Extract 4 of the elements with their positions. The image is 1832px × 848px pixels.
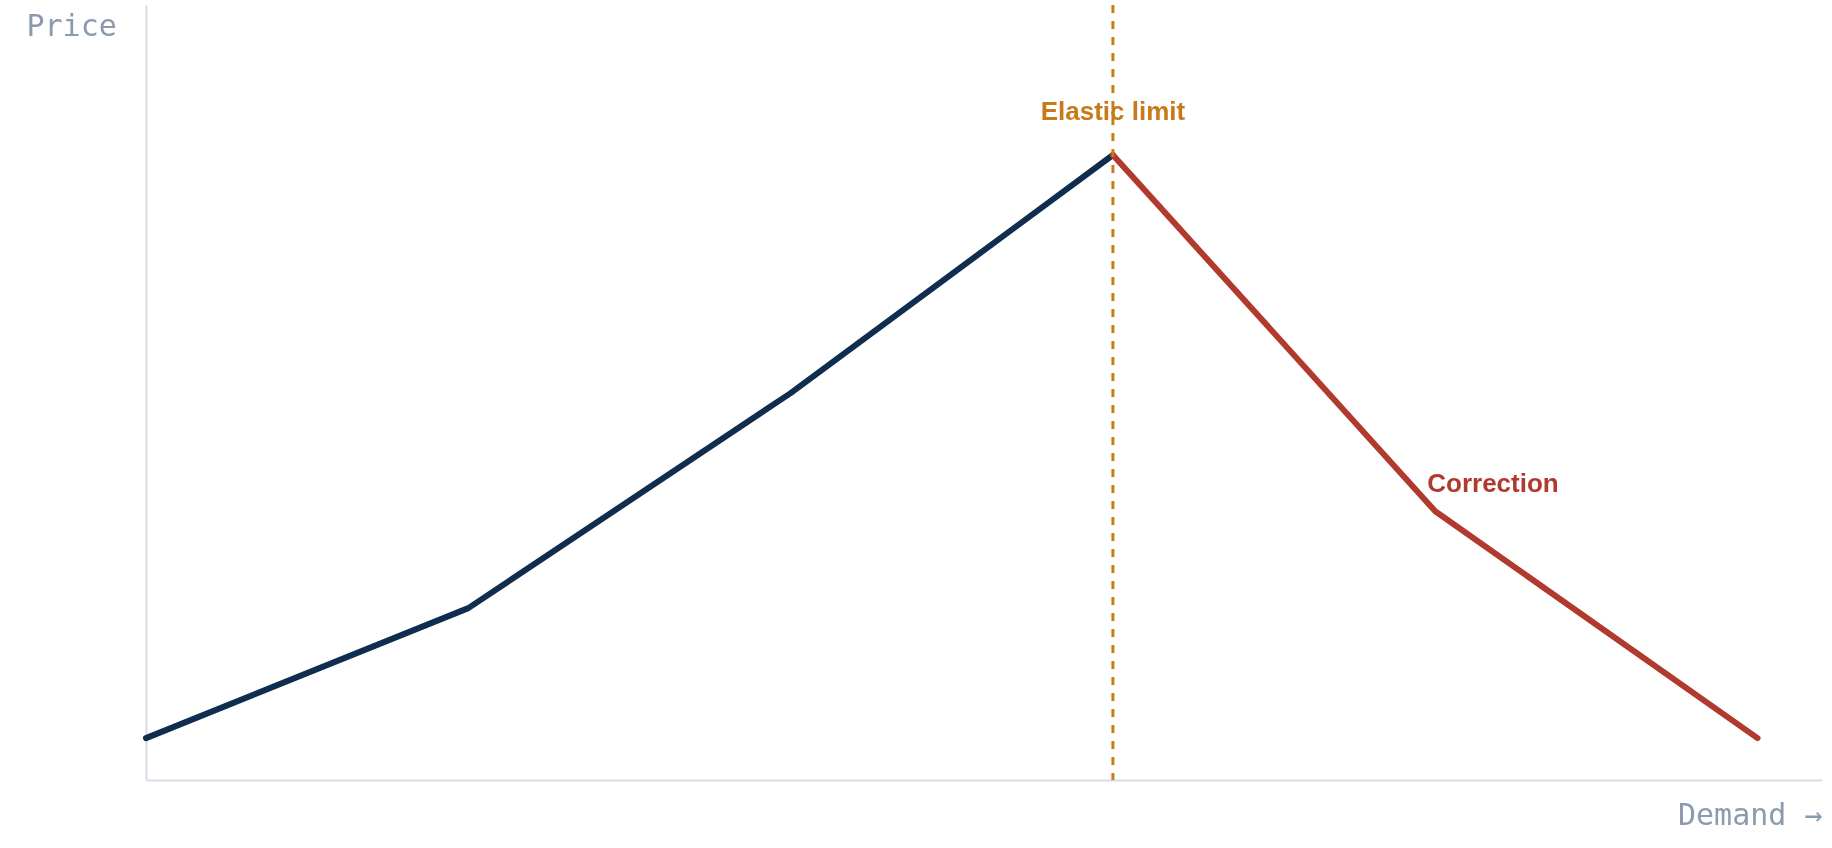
x-axis-title: Demand →	[1678, 796, 1823, 832]
text: Elastic limit	[1040, 96, 1186, 126]
y-axis-title: Price	[26, 7, 117, 43]
series-label: Correction	[1427, 468, 1559, 499]
